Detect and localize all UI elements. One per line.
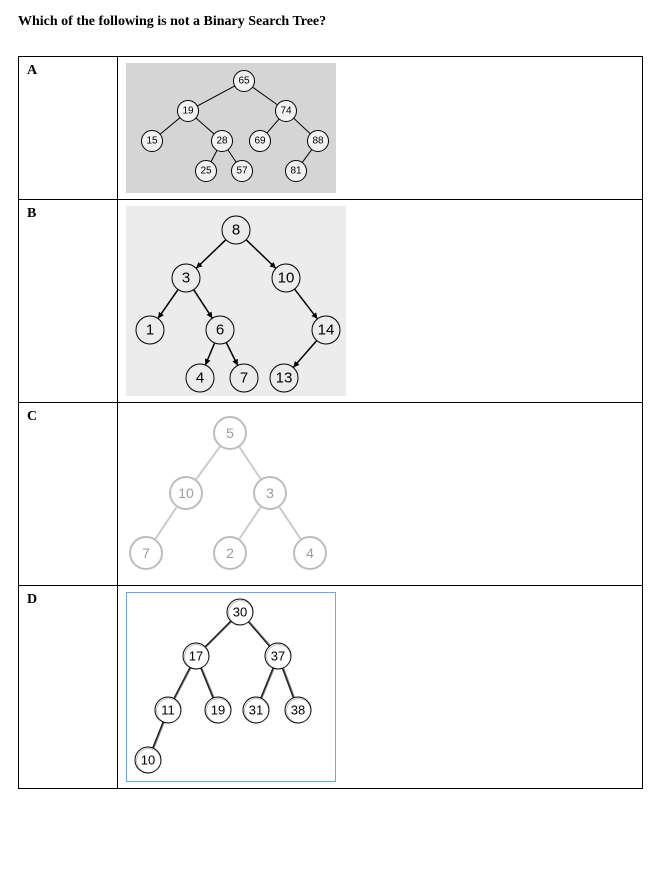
option-cell-a: 65 19 74 15 28 69 88 25 57 81: [118, 57, 643, 200]
svg-text:28: 28: [216, 136, 228, 147]
tree-node: 74: [276, 101, 297, 122]
tree-c: 5 10 3 7 2 4: [126, 409, 634, 579]
svg-text:4: 4: [196, 370, 204, 387]
tree-node: 88: [308, 131, 329, 152]
svg-text:10: 10: [141, 753, 155, 768]
svg-text:3: 3: [266, 485, 274, 501]
svg-text:10: 10: [278, 270, 295, 287]
svg-text:25: 25: [200, 166, 212, 177]
svg-text:1: 1: [146, 322, 154, 339]
tree-b: 8 3 10 1 6 14 4 7 13: [126, 206, 634, 396]
svg-text:74: 74: [280, 106, 292, 117]
svg-text:2: 2: [226, 545, 234, 561]
svg-text:57: 57: [236, 166, 248, 177]
svg-text:11: 11: [161, 703, 175, 718]
option-cell-c: 5 10 3 7 2 4: [118, 403, 643, 586]
tree-node: 81: [286, 161, 307, 182]
option-label-c: C: [19, 403, 118, 586]
option-cell-b: 8 3 10 1 6 14 4 7 13: [118, 200, 643, 403]
svg-text:69: 69: [254, 136, 266, 147]
tree-node: 69: [250, 131, 271, 152]
option-cell-d: 30 17 37 11 19 31 38 10: [118, 586, 643, 789]
svg-text:10: 10: [178, 485, 194, 501]
svg-text:8: 8: [232, 222, 240, 239]
svg-text:19: 19: [182, 106, 194, 117]
option-label-b: B: [19, 200, 118, 403]
options-table: A 65197415286988255781 B 831016144713 C …: [18, 56, 643, 789]
svg-text:7: 7: [142, 545, 150, 561]
svg-text:37: 37: [271, 649, 285, 664]
tree-node: 65: [234, 71, 255, 92]
option-label-d: D: [19, 586, 118, 789]
svg-text:15: 15: [146, 136, 158, 147]
tree-node: 25: [196, 161, 217, 182]
svg-text:13: 13: [276, 370, 293, 387]
svg-text:31: 31: [249, 703, 263, 718]
svg-text:81: 81: [290, 166, 302, 177]
tree-node: 28: [212, 131, 233, 152]
svg-text:7: 7: [240, 370, 248, 387]
svg-text:6: 6: [216, 322, 224, 339]
tree-node: 57: [232, 161, 253, 182]
svg-text:14: 14: [318, 322, 335, 339]
svg-text:17: 17: [189, 649, 203, 664]
svg-text:19: 19: [211, 703, 225, 718]
svg-text:65: 65: [238, 76, 250, 87]
svg-text:30: 30: [233, 605, 247, 620]
svg-text:3: 3: [182, 270, 190, 287]
tree-node: 19: [178, 101, 199, 122]
svg-text:4: 4: [306, 545, 314, 561]
option-label-a: A: [19, 57, 118, 200]
svg-text:38: 38: [291, 703, 305, 718]
svg-text:5: 5: [226, 425, 234, 441]
svg-text:88: 88: [312, 136, 324, 147]
tree-d: 30 17 37 11 19 31 38 10: [126, 592, 634, 782]
tree-node: 15: [142, 131, 163, 152]
question-text: Which of the following is not a Binary S…: [18, 14, 643, 30]
tree-a: 65 19 74 15 28 69 88 25 57 81: [126, 63, 634, 193]
